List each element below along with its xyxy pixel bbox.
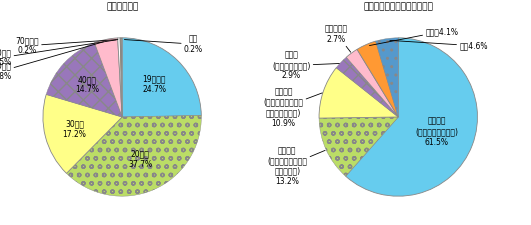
Text: 40歳代
14.7%: 40歳代 14.7% bbox=[75, 75, 99, 94]
Wedge shape bbox=[43, 94, 122, 173]
Text: 20歳代
37.7%: 20歳代 37.7% bbox=[128, 150, 152, 169]
Text: 50歳代
4.8%: 50歳代 4.8% bbox=[0, 42, 104, 81]
Text: 知人友人
(インターネット上
のみの関係)
13.2%: 知人友人 (インターネット上 のみの関係) 13.2% bbox=[268, 146, 325, 186]
Wedge shape bbox=[120, 38, 122, 117]
Text: 60歳代
0.5%: 60歳代 0.5% bbox=[0, 40, 116, 67]
Text: その他4.1%: その他4.1% bbox=[370, 27, 458, 45]
Text: 交際相手
(元交際相手を含む)
61.5%: 交際相手 (元交際相手を含む) 61.5% bbox=[415, 117, 458, 146]
Title: 被害者と加害者の関係の内訳: 被害者と加害者の関係の内訳 bbox=[363, 3, 433, 12]
Text: 不明
0.2%: 不明 0.2% bbox=[124, 34, 203, 54]
Wedge shape bbox=[346, 38, 477, 196]
Wedge shape bbox=[375, 38, 398, 117]
Wedge shape bbox=[66, 115, 201, 196]
Text: 不明4.6%: 不明4.6% bbox=[390, 40, 488, 50]
Text: 70歳以上
0.2%: 70歳以上 0.2% bbox=[15, 36, 118, 55]
Title: 被害者の年齢: 被害者の年齢 bbox=[106, 3, 138, 12]
Text: 職場関係者
2.7%: 職場関係者 2.7% bbox=[325, 24, 350, 52]
Wedge shape bbox=[46, 43, 122, 117]
Wedge shape bbox=[357, 41, 398, 117]
Wedge shape bbox=[118, 38, 122, 117]
Wedge shape bbox=[95, 38, 122, 117]
Wedge shape bbox=[121, 38, 122, 117]
Wedge shape bbox=[319, 117, 398, 176]
Wedge shape bbox=[346, 49, 398, 117]
Text: 配偶者
(元配偶者を含む)
2.9%: 配偶者 (元配偶者を含む) 2.9% bbox=[272, 51, 339, 80]
Text: 30歳代
17.2%: 30歳代 17.2% bbox=[63, 119, 87, 139]
Wedge shape bbox=[336, 57, 398, 117]
Wedge shape bbox=[319, 68, 398, 118]
Wedge shape bbox=[122, 38, 201, 117]
Text: 19歳以下
24.7%: 19歳以下 24.7% bbox=[142, 74, 166, 94]
Text: 知人友人
(インターネット上
のみの関係以外)
10.9%: 知人友人 (インターネット上 のみの関係以外) 10.9% bbox=[263, 87, 322, 128]
